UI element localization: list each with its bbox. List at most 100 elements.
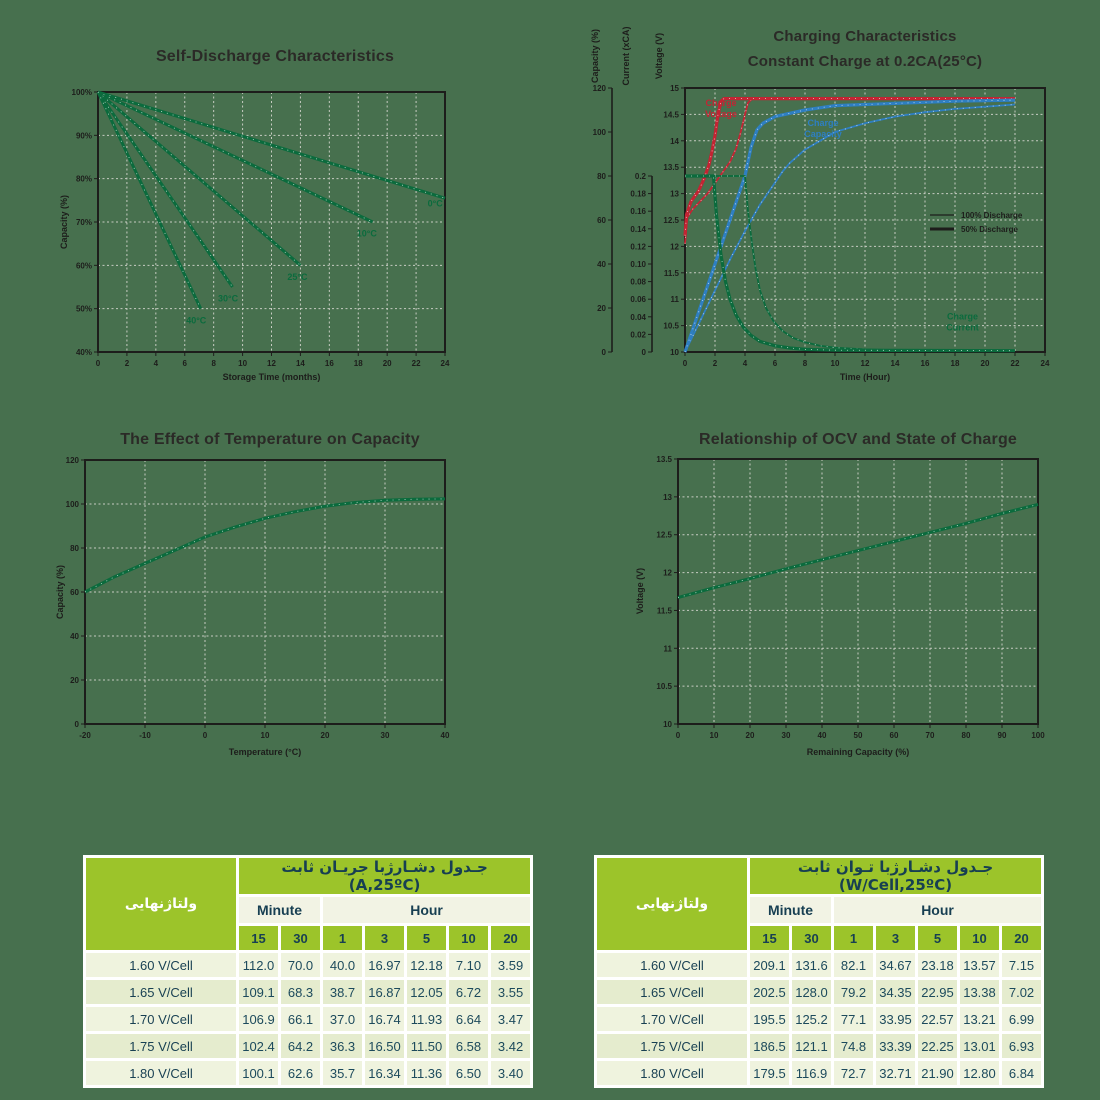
table-cell: 33.95 [876, 1007, 915, 1031]
row-label: 1.75 V/Cell [597, 1034, 747, 1058]
table-cell: 109.1 [239, 980, 278, 1004]
svg-text:20: 20 [383, 359, 392, 368]
svg-text:14: 14 [891, 359, 900, 368]
table-cell: 22.95 [918, 980, 957, 1004]
svg-text:100: 100 [1031, 731, 1045, 740]
svg-text:40: 40 [70, 632, 79, 641]
x-axis: 0 2 4 6 8 10 12 14 16 18 20 22 24 Time (H… [683, 352, 1050, 382]
svg-text:80: 80 [70, 544, 79, 553]
svg-text:20: 20 [321, 731, 330, 740]
svg-text:0.2: 0.2 [635, 172, 647, 181]
svg-text:0.04: 0.04 [630, 313, 646, 322]
unit-header-row: Minute Hour [86, 897, 531, 923]
series [677, 502, 1039, 600]
svg-text:18: 18 [951, 359, 960, 368]
svg-text:20: 20 [746, 731, 755, 740]
svg-text:13: 13 [663, 493, 672, 502]
svg-text:10: 10 [238, 359, 247, 368]
y-axis-label-voltage: Voltage (V) [635, 568, 645, 614]
column-header: 10 [449, 926, 488, 950]
svg-text:0: 0 [96, 359, 101, 368]
table-cell: 116.9 [792, 1061, 831, 1085]
svg-text:8: 8 [211, 359, 216, 368]
svg-text:2: 2 [125, 359, 130, 368]
svg-text:8: 8 [803, 359, 808, 368]
row-label: 1.80 V/Cell [86, 1061, 236, 1085]
table-cell: 12.18 [407, 953, 446, 977]
svg-text:0: 0 [602, 348, 607, 357]
x-axis-label: Time (Hour) [840, 372, 890, 382]
grid [98, 92, 445, 352]
svg-text:120: 120 [66, 456, 80, 465]
svg-text:70%: 70% [76, 218, 92, 227]
table-cell: 72.7 [834, 1061, 873, 1085]
y-axis-current: 0 0.02 0.04 0.06 0.08 0.10 0.12 0.14 0.1… [621, 26, 653, 357]
svg-text:90: 90 [998, 731, 1007, 740]
svg-text:60: 60 [890, 731, 899, 740]
svg-text:12: 12 [861, 359, 870, 368]
table-cell: 202.5 [750, 980, 789, 1004]
table-row: 1.65 V/Cell 109.1 68.3 38.7 16.87 12.05 6.72 3.… [86, 980, 531, 1004]
table-cell: 68.3 [281, 980, 320, 1004]
column-header-row: 15 30 1 3 5 10 20 [597, 926, 1042, 950]
series-label: Current [946, 322, 979, 332]
table-cell: 7.15 [1002, 953, 1042, 977]
chart-title-ocv: Relationship of OCV and State of Charge [698, 431, 1018, 448]
y-axis-voltage: 10 10.5 11 11.5 12 12.5 13 13.5 Voltage (… [635, 455, 678, 729]
table-cell: 13.38 [960, 980, 999, 1004]
series: 30°C [96, 91, 239, 304]
column-header: 30 [281, 926, 320, 950]
svg-text:6: 6 [773, 359, 778, 368]
table-cell: 11.50 [407, 1034, 446, 1058]
series [685, 174, 1016, 353]
table-cell: 40.0 [323, 953, 362, 977]
table-cell: 79.2 [834, 980, 873, 1004]
table-cell: 35.7 [323, 1061, 362, 1085]
svg-text:13: 13 [670, 190, 679, 199]
table-title: جـدول دشـارژبا تـوان ثابت (W/Cell,25ºC) [750, 858, 1042, 894]
legend: 100% Discharge 50% Discharge [930, 211, 1023, 234]
svg-text:100: 100 [66, 500, 80, 509]
svg-text:0.08: 0.08 [630, 278, 646, 287]
table-title-row: ولتاژنهایی جـدول دشـارژبا جریـان ثابت (A… [86, 858, 531, 950]
series-label: Capacity [804, 129, 842, 139]
y-axis-label-voltage: Voltage (V) [654, 33, 664, 79]
table-cell: 6.93 [1002, 1034, 1042, 1058]
series: 25°C [97, 90, 308, 282]
svg-text:13.5: 13.5 [663, 163, 679, 172]
row-label: 1.70 V/Cell [86, 1007, 236, 1031]
table-cell: 102.4 [239, 1034, 278, 1058]
svg-text:12: 12 [670, 242, 679, 251]
svg-text:12: 12 [267, 359, 276, 368]
table-cell: 3.42 [491, 1034, 531, 1058]
svg-text:10.5: 10.5 [663, 322, 679, 331]
series-label: Voltage [705, 109, 737, 119]
chart-title-self-discharge: Self-Discharge Characteristics [155, 48, 395, 65]
svg-text:50: 50 [854, 731, 863, 740]
table-cell: 100.1 [239, 1061, 278, 1085]
svg-text:10: 10 [663, 720, 672, 729]
table-cell: 209.1 [750, 953, 789, 977]
table-cell: 32.71 [876, 1061, 915, 1085]
table-cell: 128.0 [792, 980, 831, 1004]
svg-text:16: 16 [921, 359, 930, 368]
row-label: 1.80 V/Cell [597, 1061, 747, 1085]
table-cell: 22.25 [918, 1034, 957, 1058]
row-label: 1.65 V/Cell [597, 980, 747, 1004]
table-cell: 3.59 [491, 953, 531, 977]
table-cell: 77.1 [834, 1007, 873, 1031]
table-cell: 64.2 [281, 1034, 320, 1058]
svg-text:10: 10 [710, 731, 719, 740]
svg-text:-20: -20 [79, 731, 91, 740]
svg-text:120: 120 [593, 84, 607, 93]
table-row: 1.75 V/Cell 102.4 64.2 36.3 16.50 11.50 6.58 3.… [86, 1034, 531, 1058]
table-cell: 23.18 [918, 953, 957, 977]
svg-text:16: 16 [325, 359, 334, 368]
y-axis-capacity: 100% 90% 80% 70% 60% 50% 40% Capacity (%) [59, 88, 98, 357]
svg-text:12.5: 12.5 [663, 216, 679, 225]
svg-text:40: 40 [441, 731, 450, 740]
y-axis-label-capacity: Capacity (%) [59, 195, 69, 249]
svg-text:60: 60 [70, 588, 79, 597]
svg-text:6: 6 [183, 359, 188, 368]
svg-text:4: 4 [743, 359, 748, 368]
